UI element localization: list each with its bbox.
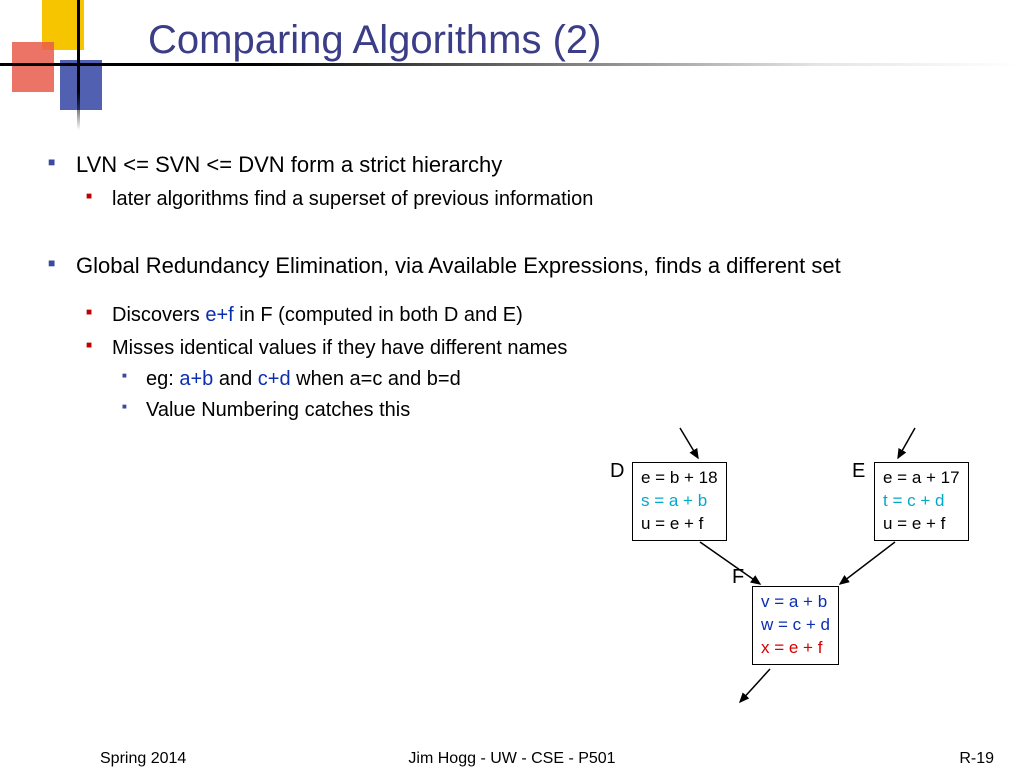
node-e-line2: t = c + d xyxy=(883,490,960,513)
node-label-d: D xyxy=(610,460,624,483)
title-horizontal-rule xyxy=(0,63,1024,66)
node-label-e: E xyxy=(852,460,865,483)
eg-pre: eg: xyxy=(146,368,179,390)
eg-post: when a=c and b=d xyxy=(291,368,461,390)
bullet-hierarchy-sub: later algorithms find a superset of prev… xyxy=(76,186,980,213)
node-d-line2: s = a + b xyxy=(641,490,718,513)
node-f-line2: w = c + d xyxy=(761,614,830,637)
discovers-post: in F (computed in both D and E) xyxy=(234,304,523,326)
slide-title: Comparing Algorithms (2) xyxy=(148,18,602,63)
node-e-line3: u = e + f xyxy=(883,513,960,536)
footer-right: R-19 xyxy=(959,750,994,768)
eg-ab: a+b xyxy=(179,368,213,390)
slide-body: LVN <= SVN <= DVN form a strict hierarch… xyxy=(40,150,980,434)
bullet-eg: eg: a+b and c+d when a=c and b=d xyxy=(112,366,980,393)
misses-text: Misses identical values if they have dif… xyxy=(112,337,567,359)
slide-logo xyxy=(0,0,110,120)
node-d-line1: e = b + 18 xyxy=(641,467,718,490)
logo-red-square xyxy=(12,42,54,92)
node-f-line3: x = e + f xyxy=(761,637,830,660)
eg-cd: c+d xyxy=(258,368,291,390)
footer-center: Jim Hogg - UW - CSE - P501 xyxy=(0,750,1024,768)
node-f: v = a + b w = c + d x = e + f xyxy=(752,586,839,665)
logo-blue-square xyxy=(60,60,102,110)
node-label-f: F xyxy=(732,566,744,589)
discovers-pre: Discovers xyxy=(112,304,205,326)
node-e: e = a + 17 t = c + d u = e + f xyxy=(874,462,969,541)
bullet-hierarchy: LVN <= SVN <= DVN form a strict hierarch… xyxy=(40,150,980,213)
node-f-line1: v = a + b xyxy=(761,591,830,614)
cfg-diagram: D e = b + 18 s = a + b u = e + f E e = a… xyxy=(600,454,1010,714)
bullet-vn-catches: Value Numbering catches this xyxy=(112,397,980,424)
node-e-line1: e = a + 17 xyxy=(883,467,960,490)
eg-mid: and xyxy=(213,368,257,390)
bullet-discovers: Discovers e+f in F (computed in both D a… xyxy=(76,302,980,329)
bullet-gre: Global Redundancy Elimination, via Avail… xyxy=(40,251,980,425)
bullet-misses: Misses identical values if they have dif… xyxy=(76,335,980,424)
discovers-ef: e+f xyxy=(205,304,233,326)
bullet-gre-text: Global Redundancy Elimination, via Avail… xyxy=(76,253,841,278)
node-d-line3: u = e + f xyxy=(641,513,718,536)
node-d: e = b + 18 s = a + b u = e + f xyxy=(632,462,727,541)
bullet-hierarchy-text: LVN <= SVN <= DVN form a strict hierarch… xyxy=(76,152,502,177)
